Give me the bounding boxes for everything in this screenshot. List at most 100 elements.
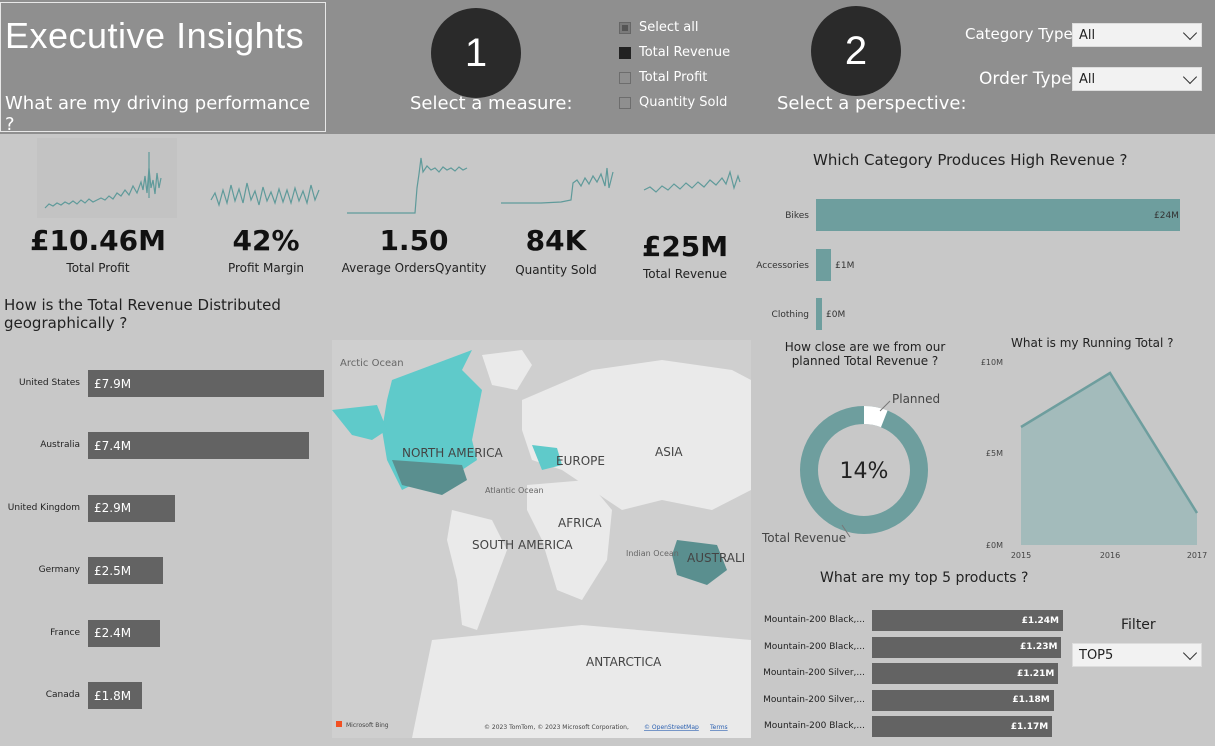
running-total-chart: £10M £5M £0M 2015 2016 2017 xyxy=(981,358,1207,560)
step-1-label: Select a measure: xyxy=(410,93,573,114)
category-bar[interactable] xyxy=(816,248,832,281)
page-title: Executive Insights xyxy=(5,15,305,56)
y-tick: £0M xyxy=(986,541,1003,550)
kpi-value: £10.46M xyxy=(30,224,166,257)
product-bar-value: £1.24M xyxy=(1021,615,1059,626)
order-type-dropdown[interactable]: All xyxy=(1072,67,1202,91)
geo-bar[interactable]: £2.5M xyxy=(88,557,163,585)
category-bar-chart: Bikes £24M Accessories £1M Clothing £0M xyxy=(755,195,1210,335)
map-osm-link[interactable]: © OpenStreetMap xyxy=(644,724,699,731)
product-bar[interactable]: £1.21M xyxy=(872,663,1059,684)
geo-bar[interactable]: £1.8M xyxy=(88,682,142,709)
step-1-badge: 1 xyxy=(431,8,521,98)
kpi-value: 84K xyxy=(525,224,587,257)
product-bar[interactable]: £1.18M xyxy=(872,689,1054,711)
category-chart-title: Which Category Produces High Revenue ? xyxy=(813,151,1128,169)
geo-bar[interactable]: £2.9M xyxy=(88,494,175,522)
option-label: Total Revenue xyxy=(639,45,731,60)
page-subtitle: What are my driving performance ? xyxy=(5,93,311,135)
product-bar[interactable]: £1.17M xyxy=(872,716,1053,737)
world-map[interactable]: Arctic Ocean NORTH AMERICA EUROPE ASIA A… xyxy=(332,340,751,738)
category-bar[interactable] xyxy=(816,199,1180,231)
geo-bar-chart: United States £7.9M Australia £7.4M United K… xyxy=(0,360,330,720)
sparkline-total-revenue xyxy=(643,169,741,193)
kpi-total-revenue: £25M Total Revenue xyxy=(615,230,755,281)
option-label: Quantity Sold xyxy=(639,95,728,110)
sparkline-profit-margin xyxy=(210,182,320,208)
checkbox-icon[interactable] xyxy=(619,71,631,84)
donut-planned-label: Planned xyxy=(892,392,940,406)
product-bar-value: £1.21M xyxy=(1016,668,1055,679)
map-label-north-america: NORTH AMERICA xyxy=(402,446,503,460)
kpi-value: 42% xyxy=(232,224,300,257)
geo-bar-value: £1.8M xyxy=(94,688,132,703)
kpi-label: Average OrdersQyantity xyxy=(341,261,487,275)
option-label: Select all xyxy=(639,20,699,35)
step-2-label: Select a perspective: xyxy=(777,93,967,114)
geo-bar-value: £7.4M xyxy=(94,438,132,453)
geo-bar-value: £7.9M xyxy=(94,376,132,391)
geo-bar[interactable]: £7.4M xyxy=(88,432,310,460)
dropdown-value: All xyxy=(1079,71,1096,87)
kpi-label: Total Revenue xyxy=(642,267,728,281)
donut-center-label: 14% xyxy=(840,459,889,484)
kpi-value: £25M xyxy=(641,230,729,263)
sparkline-average-orders-quantity xyxy=(347,157,468,214)
map-label-arctic: Arctic Ocean xyxy=(340,358,404,369)
sparkline-quantity-sold xyxy=(501,167,614,204)
product-bar[interactable]: £1.24M xyxy=(872,610,1063,631)
chevron-down-icon xyxy=(1182,645,1198,660)
product-bar[interactable]: £1.23M xyxy=(872,636,1062,658)
bing-logo-icon xyxy=(336,721,342,727)
step-2-badge: 2 xyxy=(811,6,901,96)
checkbox-icon[interactable] xyxy=(619,96,631,109)
map-label-australia: AUSTRALI xyxy=(687,551,745,565)
planned-chart-title: How close are we from our planned Total … xyxy=(784,340,946,368)
geo-bar[interactable]: £7.9M xyxy=(88,370,324,397)
checkbox-icon[interactable] xyxy=(619,21,631,34)
option-label: Total Profit xyxy=(639,70,708,85)
geo-bar[interactable]: £2.4M xyxy=(88,619,160,647)
product-bar-value: £1.17M xyxy=(1010,721,1049,732)
kpi-value: 1.50 xyxy=(379,224,449,257)
geo-bar-label: United Kingdom xyxy=(7,502,80,513)
kpi-label: Quantity Sold xyxy=(515,263,597,277)
geo-bar-label: United States xyxy=(19,378,80,388)
top-filter-dropdown[interactable]: TOP5 xyxy=(1072,643,1202,667)
kpi-quantity-sold: 84K Quantity Sold xyxy=(486,224,626,277)
measure-option-quantity-sold[interactable]: Quantity Sold xyxy=(619,90,730,115)
x-tick: 2017 xyxy=(1187,551,1207,560)
chevron-down-icon xyxy=(1182,69,1198,84)
y-tick: £5M xyxy=(986,449,1003,458)
geo-bar-value: £2.9M xyxy=(94,501,132,516)
category-bar[interactable] xyxy=(816,298,822,330)
geo-bar-value: £2.5M xyxy=(94,563,132,578)
measure-option-total-profit[interactable]: Total Profit xyxy=(619,65,730,90)
checkbox-icon[interactable] xyxy=(619,46,631,59)
map-label-europe: EUROPE xyxy=(556,454,605,468)
x-tick: 2016 xyxy=(1100,551,1120,560)
map-label-indian: Indian Ocean xyxy=(626,549,679,558)
map-label-antarctica: ANTARCTICA xyxy=(586,655,662,669)
map-label-asia: ASIA xyxy=(655,445,683,459)
geo-bar-label: France xyxy=(50,627,80,638)
category-type-dropdown[interactable]: All xyxy=(1072,23,1202,47)
measure-option-select-all[interactable]: Select all xyxy=(619,15,730,40)
map-terms-link[interactable]: Terms xyxy=(709,724,728,731)
top-products-title: What are my top 5 products ? xyxy=(820,570,1029,586)
map-label-atlantic: Atlantic Ocean xyxy=(485,486,544,495)
title-panel: Executive Insights What are my driving p… xyxy=(0,2,326,135)
kpi-average-orders-quantity: 1.50 Average OrdersQyantity xyxy=(339,224,489,275)
planned-donut-chart: 14% Planned Total Revenue xyxy=(761,392,940,545)
donut-revenue-label: Total Revenue xyxy=(761,531,846,545)
measure-option-total-revenue[interactable]: Total Revenue xyxy=(619,40,730,65)
geo-bar-label: Australia xyxy=(40,440,80,451)
geo-bar-value: £2.4M xyxy=(94,626,132,641)
category-bar-label: Bikes xyxy=(785,211,809,221)
map-label-africa: AFRICA xyxy=(558,516,602,530)
kpi-total-profit: £10.46M Total Profit xyxy=(28,224,168,275)
top-products-bar-chart: Mountain-200 Black,... £1.24M Mountain-200… xyxy=(755,608,1075,744)
kpi-profit-margin: 42% Profit Margin xyxy=(196,224,336,275)
kpi-label: Profit Margin xyxy=(227,261,305,275)
filter-label: Filter xyxy=(1121,617,1156,633)
